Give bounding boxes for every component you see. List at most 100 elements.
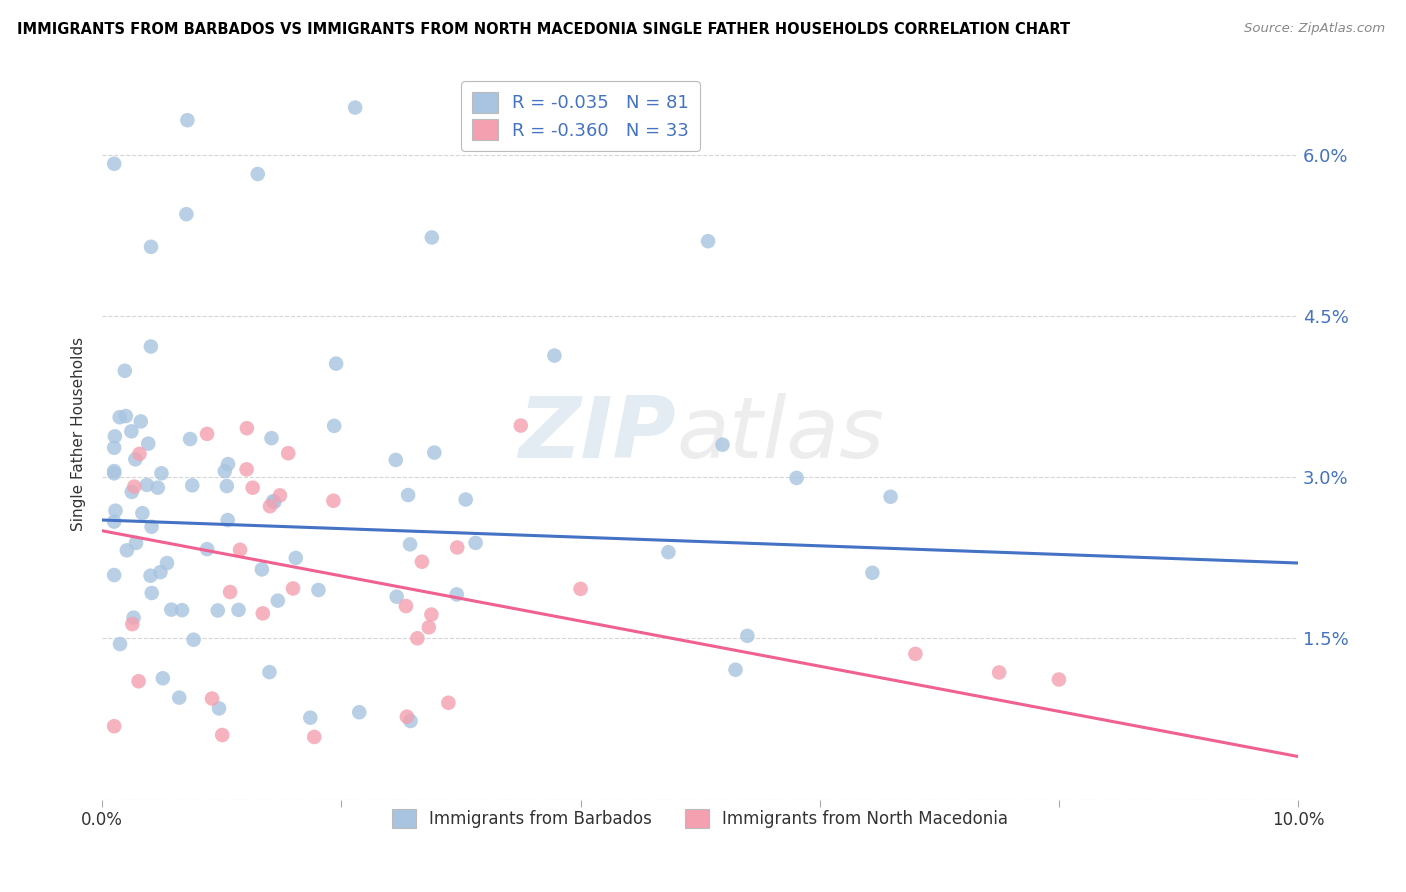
Point xyxy=(108,410,131,425)
Point xyxy=(323,418,346,433)
Point xyxy=(860,566,883,580)
Point xyxy=(124,480,146,494)
Point xyxy=(136,436,159,450)
Point xyxy=(129,414,152,428)
Point xyxy=(214,464,236,478)
Point xyxy=(250,562,273,576)
Point xyxy=(229,542,252,557)
Point xyxy=(420,230,443,244)
Point xyxy=(325,357,347,371)
Point xyxy=(211,728,233,742)
Point xyxy=(260,431,283,445)
Point xyxy=(304,730,326,744)
Point xyxy=(103,464,125,478)
Point xyxy=(347,705,370,719)
Point xyxy=(262,494,284,508)
Point xyxy=(160,602,183,616)
Point xyxy=(131,506,153,520)
Point xyxy=(307,582,329,597)
Point xyxy=(121,617,143,632)
Point xyxy=(406,632,429,646)
Point xyxy=(208,701,231,715)
Point xyxy=(217,457,239,471)
Point xyxy=(217,513,239,527)
Point xyxy=(396,488,419,502)
Point xyxy=(195,426,218,441)
Point xyxy=(103,157,125,171)
Point xyxy=(657,545,679,559)
Point xyxy=(104,504,127,518)
Point xyxy=(385,590,408,604)
Point xyxy=(152,671,174,685)
Point xyxy=(454,492,477,507)
Point xyxy=(120,425,142,439)
Point xyxy=(269,488,291,502)
Point xyxy=(150,467,173,481)
Point xyxy=(322,493,344,508)
Point xyxy=(543,349,565,363)
Point xyxy=(135,478,157,492)
Point xyxy=(195,542,218,557)
Point xyxy=(103,441,125,455)
Text: Source: ZipAtlas.com: Source: ZipAtlas.com xyxy=(1244,22,1385,36)
Point xyxy=(207,603,229,617)
Point xyxy=(277,446,299,460)
Point xyxy=(411,555,433,569)
Point xyxy=(176,113,198,128)
Point xyxy=(167,690,190,705)
Point xyxy=(176,207,198,221)
Point xyxy=(236,421,259,435)
Point xyxy=(128,674,150,689)
Point xyxy=(103,467,125,481)
Point xyxy=(711,437,734,451)
Point xyxy=(569,582,592,596)
Point xyxy=(128,447,150,461)
Point xyxy=(399,714,422,728)
Point xyxy=(146,481,169,495)
Point xyxy=(170,603,193,617)
Point xyxy=(115,543,138,558)
Point xyxy=(259,499,281,513)
Point xyxy=(139,568,162,582)
Point xyxy=(124,452,146,467)
Point xyxy=(385,453,408,467)
Point xyxy=(228,603,250,617)
Point xyxy=(399,537,422,551)
Point xyxy=(446,541,468,555)
Point xyxy=(423,445,446,459)
Point xyxy=(988,665,1011,680)
Text: IMMIGRANTS FROM BARBADOS VS IMMIGRANTS FROM NORTH MACEDONIA SINGLE FATHER HOUSEH: IMMIGRANTS FROM BARBADOS VS IMMIGRANTS F… xyxy=(17,22,1070,37)
Point xyxy=(259,665,281,680)
Point xyxy=(242,481,264,495)
Point xyxy=(108,637,131,651)
Point xyxy=(724,663,747,677)
Point xyxy=(420,607,443,622)
Point xyxy=(446,587,468,601)
Point xyxy=(1047,673,1070,687)
Text: atlas: atlas xyxy=(676,392,884,475)
Point xyxy=(181,478,204,492)
Point xyxy=(697,234,720,248)
Point xyxy=(121,485,143,500)
Point xyxy=(141,520,163,534)
Point xyxy=(114,364,136,378)
Point xyxy=(104,429,127,443)
Point xyxy=(201,691,224,706)
Point xyxy=(786,471,808,485)
Point xyxy=(215,479,238,493)
Point xyxy=(299,711,322,725)
Point xyxy=(149,565,172,579)
Point xyxy=(141,586,163,600)
Point xyxy=(179,432,201,446)
Point xyxy=(418,620,440,634)
Point xyxy=(281,582,304,596)
Point xyxy=(344,101,367,115)
Point xyxy=(246,167,269,181)
Point xyxy=(904,647,927,661)
Point xyxy=(395,709,418,723)
Point xyxy=(103,515,125,529)
Point xyxy=(219,585,242,599)
Point xyxy=(284,551,307,566)
Y-axis label: Single Father Households: Single Father Households xyxy=(72,337,86,531)
Point xyxy=(103,568,125,582)
